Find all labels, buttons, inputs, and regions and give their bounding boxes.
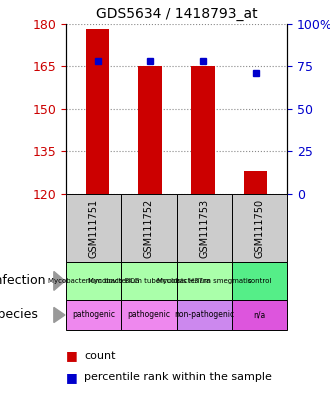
Text: pathogenic: pathogenic [127,310,170,320]
Text: species: species [0,309,38,321]
Title: GDS5634 / 1418793_at: GDS5634 / 1418793_at [96,7,257,21]
Text: GSM111750: GSM111750 [254,198,264,257]
Text: ■: ■ [66,371,78,384]
Bar [232,194,287,262]
Bar [191,66,215,194]
Bar [121,194,177,262]
Text: GSM111753: GSM111753 [199,198,209,257]
Text: GSM111752: GSM111752 [144,198,154,257]
Bar [121,262,177,300]
Bar [121,300,177,330]
Text: count: count [84,351,116,361]
Bar [232,300,287,330]
Bar [177,262,232,300]
Text: Mycobacterium smegmatis: Mycobacterium smegmatis [157,278,251,284]
Polygon shape [54,307,65,323]
Text: ■: ■ [66,349,78,362]
Bar [177,194,232,262]
Text: Mycobacterium bovis BCG: Mycobacterium bovis BCG [48,278,139,284]
Text: pathogenic: pathogenic [72,310,115,320]
Bar [177,300,232,330]
Text: n/a: n/a [253,310,266,320]
Bar [66,262,121,300]
Bar [66,300,121,330]
Text: GSM111751: GSM111751 [89,198,99,257]
Text: Mycobacterium tuberculosis H37ra: Mycobacterium tuberculosis H37ra [88,278,210,284]
Bar [86,29,110,194]
Text: percentile rank within the sample: percentile rank within the sample [84,372,272,382]
Text: non-pathogenic: non-pathogenic [174,310,234,320]
Bar [232,262,287,300]
Bar [244,171,267,194]
Text: control: control [247,278,272,284]
Polygon shape [54,272,65,290]
Bar [66,194,121,262]
Text: infection: infection [0,274,46,287]
Bar [138,66,162,194]
